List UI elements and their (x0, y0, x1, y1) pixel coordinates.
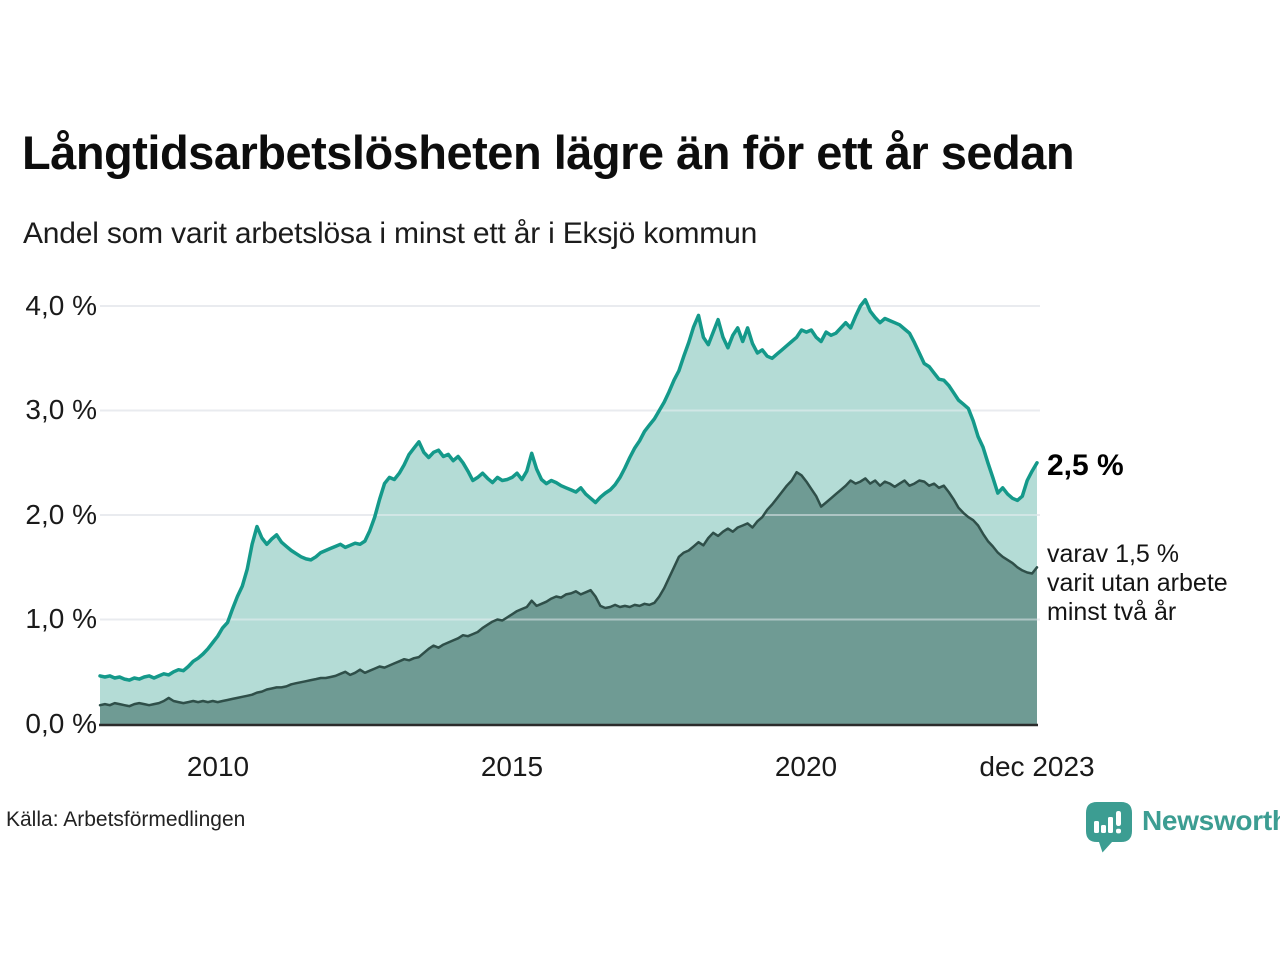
y-axis-tick-label: 4,0 % (25, 290, 97, 321)
y-axis-tick-label: 1,0 % (25, 603, 97, 634)
newsworthy-wordmark: Newsworthy (1142, 805, 1280, 836)
newsworthy-logo-icon (1086, 802, 1132, 853)
series-note-line: varit utan arbete (1047, 569, 1228, 597)
series-area-1 (100, 472, 1037, 725)
y-axis-tick-label: 0,0 % (25, 708, 97, 739)
x-axis-tick-label: 2020 (774, 751, 838, 782)
source-credit: Källa: Arbetsförmedlingen (6, 808, 246, 831)
series-line-0 (98, 297, 1039, 682)
x-axis-tick-label: 2010 (186, 751, 250, 782)
series-note-line: varav 1,5 % (1047, 540, 1180, 568)
x-axis-tick-label: 2015 (480, 751, 544, 782)
series-note-annotation: varav 1,5 % varit utan arbete minst två … (1047, 540, 1267, 627)
chart-subtitle: Andel som varit arbetslösa i minst ett å… (23, 217, 758, 250)
series-note-line: minst två år (1047, 598, 1177, 626)
end-value-annotation: 2,5 % (1047, 449, 1124, 482)
y-axis-tick-label: 2,0 % (25, 499, 97, 530)
newsworthy-logo: Newsworthy (1086, 802, 1280, 853)
x-axis-tick-label: dec 2023 (979, 751, 1095, 782)
series-line-1 (98, 470, 1039, 708)
y-axis-tick-label: 3,0 % (25, 394, 97, 425)
chart-title: Långtidsarbetslösheten lägre än för ett … (22, 126, 1075, 179)
